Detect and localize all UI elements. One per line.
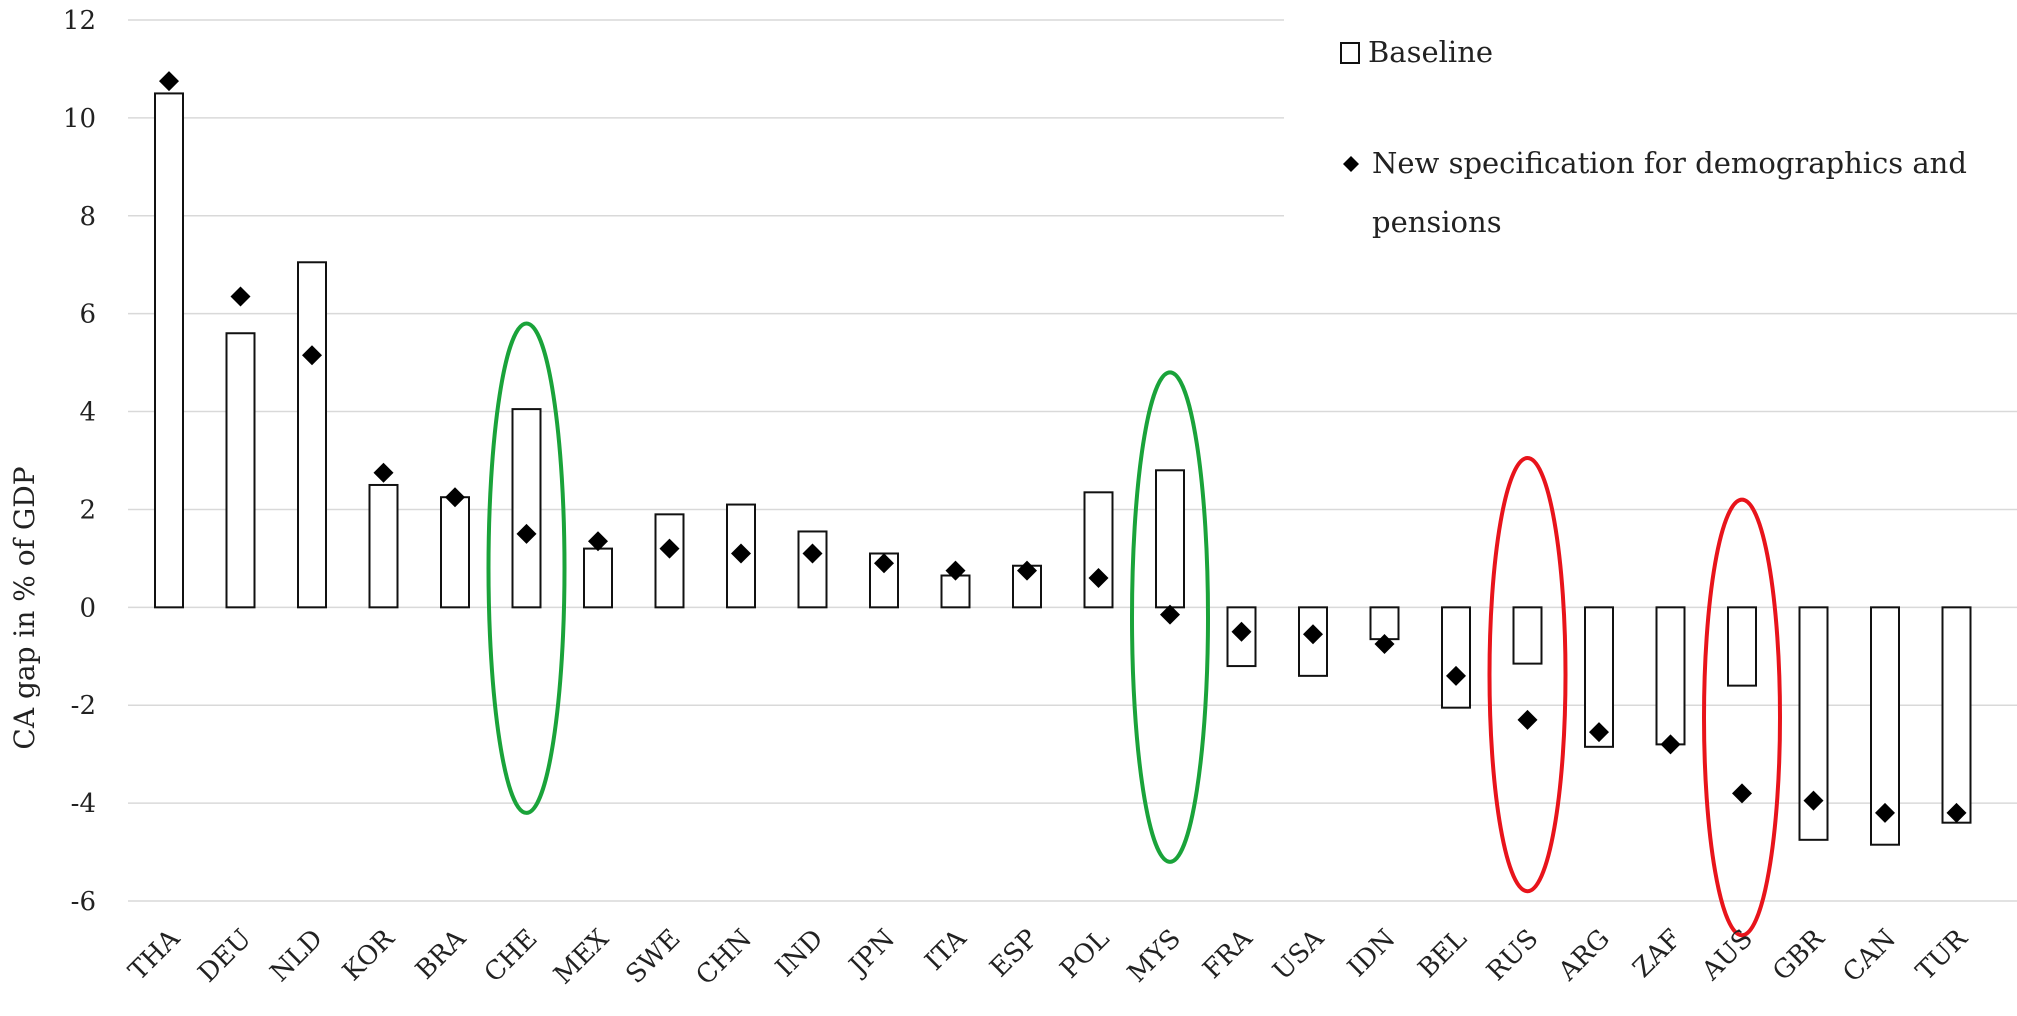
x-category-label-jpn: JPN bbox=[842, 924, 901, 983]
baseline-bar-mex bbox=[583, 547, 613, 609]
baseline-bar-nld bbox=[297, 261, 327, 609]
baseline-bar-rus bbox=[1512, 606, 1543, 665]
highlight-ellipses bbox=[486, 321, 1782, 938]
new-spec-marker-ind bbox=[802, 543, 823, 564]
baseline-bar-idn bbox=[1369, 606, 1400, 641]
x-category-label-usa: USA bbox=[1267, 923, 1330, 986]
y-tick-label: -4 bbox=[71, 789, 96, 819]
x-category-label-chn: CHN bbox=[691, 924, 758, 991]
new-spec-marker-fra bbox=[1231, 621, 1252, 642]
new-spec-marker-zaf bbox=[1660, 734, 1681, 755]
x-category-label-ind: IND bbox=[770, 924, 829, 983]
x-category-label-idn: IDN bbox=[1342, 924, 1401, 983]
x-category-label-can: CAN bbox=[1837, 924, 1902, 989]
x-category-label-deu: DEU bbox=[193, 924, 258, 989]
baseline-bar-mys bbox=[1155, 469, 1185, 609]
baseline-bar-che bbox=[511, 408, 542, 609]
baseline-bar-swe bbox=[654, 513, 685, 609]
x-category-label-bra: BRA bbox=[410, 923, 473, 986]
new-spec-marker-bra bbox=[445, 487, 465, 508]
x-category-label-ita: ITA bbox=[919, 923, 973, 977]
new-spec-marker-kor bbox=[373, 462, 394, 483]
y-tick-label: 2 bbox=[79, 495, 96, 525]
new-spec-marker-usa bbox=[1303, 624, 1323, 645]
new-spec-marker-rus bbox=[1517, 709, 1538, 730]
legend-newspec-label-line2: pensions bbox=[1372, 205, 1502, 239]
new-spec-marker-jpn bbox=[874, 553, 894, 574]
y-tick-label: 12 bbox=[63, 6, 96, 36]
x-category-label-fra: FRA bbox=[1197, 923, 1259, 985]
new-spec-marker-mex bbox=[588, 531, 608, 552]
x-axis-category-labels: THA DEU NLD KOR BRA CHE MEX SWE CHN IND JPN ITA ESP P… bbox=[123, 923, 1974, 991]
highlight-ellipse-aus bbox=[1702, 497, 1782, 938]
x-category-label-tha: THA bbox=[123, 923, 187, 987]
x-category-label-swe: SWE bbox=[620, 924, 686, 990]
baseline-bar-kor bbox=[368, 483, 399, 609]
new-spec-marker-nld bbox=[302, 345, 322, 366]
new-spec-marker-aus bbox=[1732, 783, 1752, 804]
y-tick-label: 0 bbox=[79, 593, 96, 623]
baseline-bar-tha bbox=[154, 92, 184, 609]
new-spec-marker-chn bbox=[731, 543, 751, 564]
x-category-label-rus: RUS bbox=[1481, 924, 1544, 987]
new-spec-marker-che bbox=[516, 523, 537, 544]
x-category-label-tur: TUR bbox=[1911, 923, 1975, 987]
x-category-label-zaf: ZAF bbox=[1627, 924, 1687, 984]
new-spec-marker-ita bbox=[945, 560, 966, 581]
x-category-label-bel: BEL bbox=[1413, 924, 1473, 984]
y-tick-label: -6 bbox=[71, 887, 96, 917]
legend-baseline-label: Baseline bbox=[1368, 35, 1493, 69]
x-category-label-che: CHE bbox=[479, 924, 544, 989]
x-category-label-nld: NLD bbox=[265, 924, 329, 988]
new-spec-marker-swe bbox=[659, 538, 680, 559]
new-spec-marker-gbr bbox=[1803, 790, 1824, 811]
y-tick-label: 10 bbox=[63, 104, 96, 134]
new-spec-marker-mys bbox=[1160, 604, 1180, 625]
baseline-bar-tur bbox=[1941, 606, 1972, 824]
y-axis-ticks: -6 -4 -2 0 2 4 6 8 10 12 bbox=[63, 6, 96, 917]
baseline-bar-bel bbox=[1441, 606, 1471, 709]
new-spec-marker-arg bbox=[1589, 722, 1609, 743]
x-category-label-gbr: GBR bbox=[1767, 923, 1831, 987]
new-spec-marker-tha bbox=[159, 71, 179, 92]
new-spec-marker-pol bbox=[1088, 567, 1109, 588]
baseline-bar-ita bbox=[940, 574, 971, 609]
y-axis-title: CA gap in % of GDP bbox=[8, 466, 41, 749]
baseline-bar-pol bbox=[1083, 491, 1114, 609]
baseline-bar-aus bbox=[1727, 606, 1757, 687]
x-category-label-mys: MYS bbox=[1122, 924, 1187, 989]
x-category-label-kor: KOR bbox=[337, 923, 401, 987]
x-category-label-arg: ARG bbox=[1552, 924, 1616, 988]
baseline-bars bbox=[154, 92, 1972, 846]
legend-diamond-marker bbox=[1343, 156, 1359, 172]
new-spec-marker-tur bbox=[1946, 802, 1967, 823]
new-spec-marker-idn bbox=[1374, 634, 1395, 655]
new-spec-marker-deu bbox=[230, 286, 251, 307]
new-spec-marker-bel bbox=[1446, 665, 1466, 686]
new-spec-marker-can bbox=[1875, 802, 1895, 823]
highlight-ellipse-rus bbox=[1487, 456, 1568, 894]
baseline-bar-bra bbox=[440, 496, 470, 609]
x-category-label-pol: POL bbox=[1055, 924, 1116, 985]
highlight-ellipse-che bbox=[486, 321, 567, 815]
legend-newspec-label-line1: New specification for demographics and bbox=[1372, 146, 1967, 180]
new-spec-marker-esp bbox=[1017, 560, 1037, 581]
baseline-bar-ind bbox=[797, 530, 828, 609]
legend-baseline-swatch bbox=[1340, 42, 1360, 64]
x-category-label-esp: ESP bbox=[984, 924, 1044, 984]
y-tick-label: -2 bbox=[71, 691, 96, 721]
y-tick-label: 8 bbox=[79, 202, 96, 232]
x-category-label-mex: MEX bbox=[548, 923, 615, 990]
new-spec-markers bbox=[159, 71, 1967, 823]
y-tick-label: 6 bbox=[79, 300, 96, 330]
y-tick-label: 4 bbox=[79, 398, 96, 428]
legend: Baseline New specification for demograph… bbox=[1340, 35, 1967, 239]
highlight-ellipse-mys bbox=[1130, 370, 1210, 864]
baseline-bar-zaf bbox=[1655, 606, 1686, 746]
baseline-bar-deu bbox=[225, 332, 256, 609]
